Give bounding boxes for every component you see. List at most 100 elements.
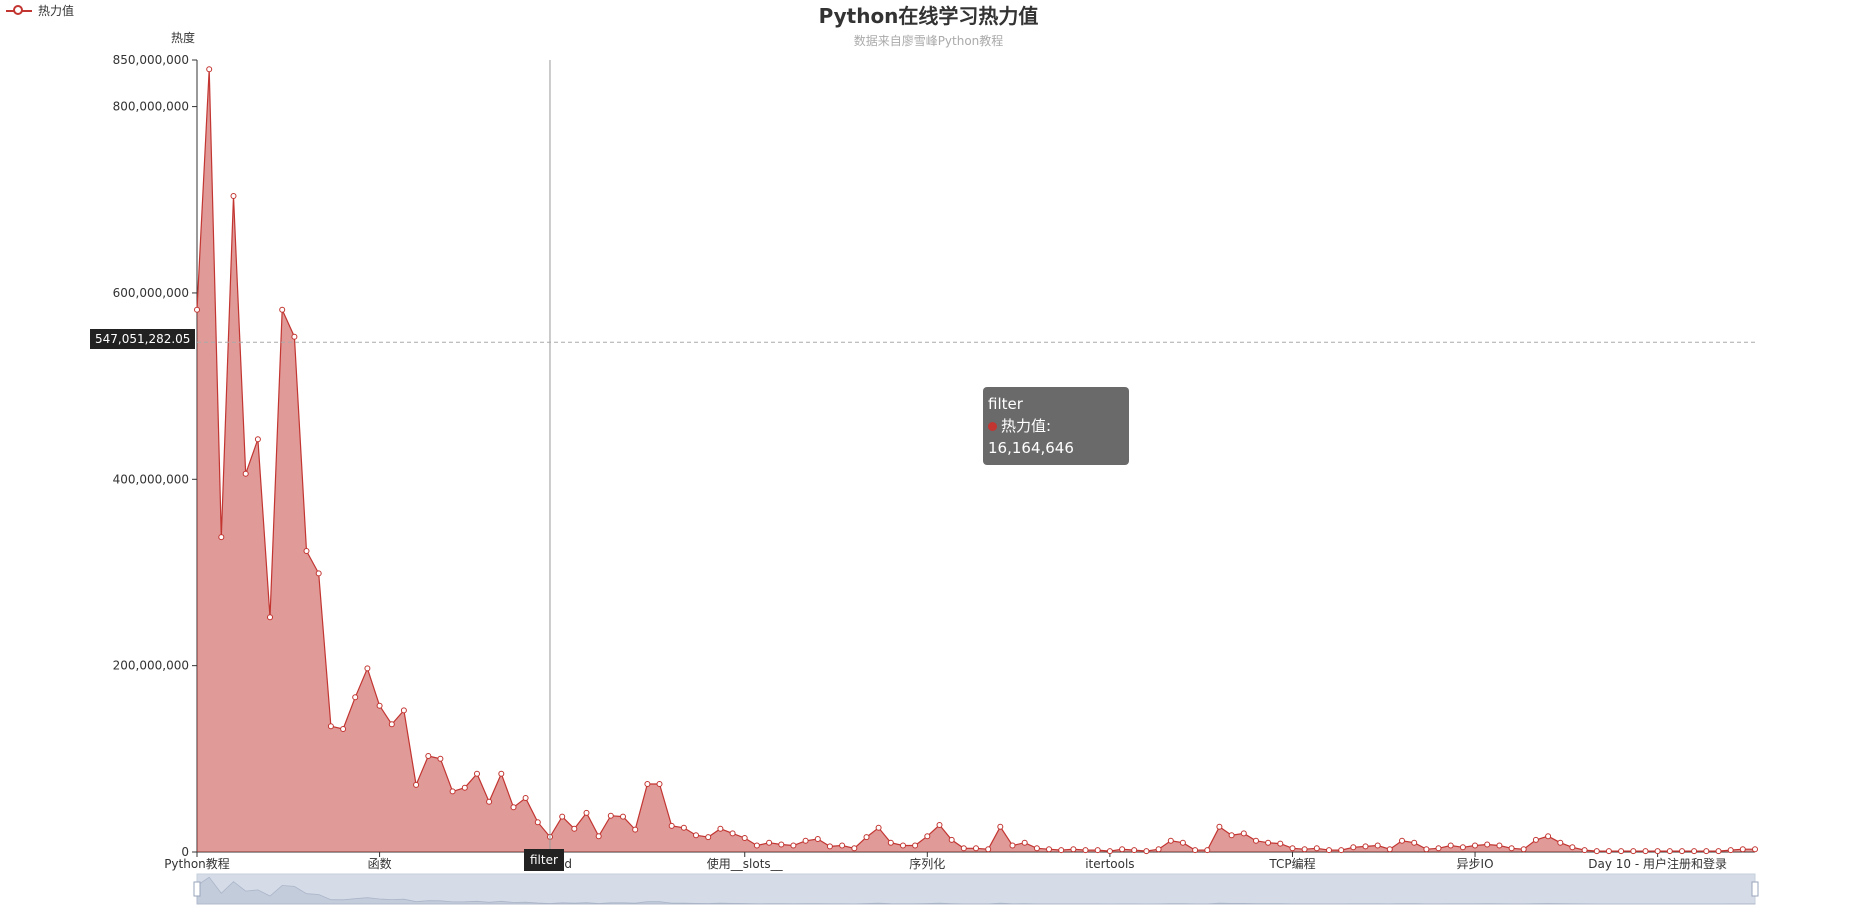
data-point[interactable] [680, 824, 687, 831]
data-point[interactable] [206, 66, 213, 73]
data-point[interactable] [425, 753, 432, 759]
data-point[interactable] [1277, 840, 1284, 847]
data-point[interactable] [376, 702, 383, 709]
data-point[interactable] [1301, 846, 1308, 853]
data-point[interactable] [1532, 836, 1539, 843]
data-point[interactable] [1703, 848, 1710, 855]
data-point[interactable] [498, 770, 505, 777]
data-point[interactable] [997, 823, 1004, 830]
data-point[interactable] [242, 470, 249, 477]
data-point[interactable] [352, 694, 359, 701]
data-point[interactable] [218, 534, 225, 541]
data-point[interactable] [1654, 848, 1661, 855]
data-point[interactable] [668, 822, 675, 829]
data-point[interactable] [1374, 842, 1381, 849]
data-point[interactable] [656, 781, 663, 787]
data-point[interactable] [1593, 848, 1600, 855]
data-point[interactable] [607, 812, 614, 819]
data-point[interactable] [1265, 839, 1272, 846]
data-point[interactable] [948, 836, 955, 843]
data-point[interactable] [230, 193, 237, 199]
data-point[interactable] [1240, 830, 1247, 837]
data-point[interactable] [1216, 823, 1223, 830]
data-point[interactable] [778, 841, 785, 848]
data-point[interactable] [1739, 846, 1746, 853]
data-point[interactable] [437, 755, 444, 762]
data-point[interactable] [1569, 844, 1576, 851]
data-point[interactable] [1459, 844, 1466, 851]
data-point[interactable] [1715, 848, 1722, 855]
data-point[interactable] [790, 842, 797, 849]
data-point[interactable] [1545, 833, 1552, 840]
data-point[interactable] [936, 822, 943, 828]
data-point[interactable] [912, 842, 919, 849]
data-point[interactable] [1167, 837, 1174, 844]
data-point[interactable] [595, 833, 602, 840]
data-point[interactable] [1009, 842, 1016, 849]
data-point[interactable] [1691, 848, 1698, 855]
data-point[interactable] [1228, 832, 1235, 839]
data-point[interactable] [1752, 846, 1758, 853]
data-point[interactable] [1557, 839, 1564, 846]
data-point[interactable] [1070, 846, 1077, 853]
data-point[interactable] [826, 843, 833, 850]
data-zoom-slider[interactable] [193, 873, 1759, 905]
data-point[interactable] [851, 845, 858, 852]
data-point[interactable] [814, 836, 821, 842]
data-point[interactable] [620, 813, 626, 820]
data-point[interactable] [522, 795, 529, 801]
data-point[interactable] [1496, 842, 1503, 849]
data-point[interactable] [1399, 837, 1405, 844]
data-point[interactable] [741, 835, 748, 841]
zoom-handle-left[interactable] [193, 881, 201, 897]
data-point[interactable] [887, 839, 894, 846]
data-point[interactable] [1179, 839, 1186, 846]
data-point[interactable] [1338, 847, 1345, 854]
data-point[interactable] [729, 830, 736, 837]
data-point[interactable] [1411, 839, 1418, 846]
data-point[interactable] [1082, 847, 1089, 854]
data-point[interactable] [1508, 845, 1515, 852]
data-point[interactable] [1289, 845, 1296, 852]
data-point[interactable] [1033, 845, 1040, 852]
data-point[interactable] [279, 306, 286, 313]
data-point[interactable] [1192, 847, 1199, 854]
data-point[interactable] [461, 784, 468, 791]
data-point[interactable] [1618, 848, 1625, 855]
data-point[interactable] [1472, 842, 1478, 849]
data-point[interactable] [644, 781, 651, 787]
data-point[interactable] [583, 809, 590, 816]
data-point[interactable] [571, 825, 578, 832]
data-point[interactable] [1326, 847, 1332, 854]
legend-item-heat[interactable]: 热力值 [6, 2, 74, 19]
data-point[interactable] [486, 798, 493, 805]
data-point[interactable] [364, 665, 371, 672]
data-point[interactable] [717, 825, 724, 832]
data-point[interactable] [1423, 846, 1430, 853]
data-point[interactable] [973, 845, 979, 852]
data-point[interactable] [1253, 837, 1259, 844]
data-point[interactable] [1484, 841, 1491, 848]
data-point[interactable] [1605, 848, 1612, 855]
data-point[interactable] [1155, 846, 1162, 853]
data-point[interactable] [1021, 839, 1028, 846]
data-point[interactable] [1131, 847, 1138, 854]
data-point[interactable] [875, 824, 882, 831]
data-point[interactable] [1143, 848, 1150, 855]
data-point[interactable] [1435, 845, 1442, 852]
data-point[interactable] [1679, 848, 1685, 855]
data-point[interactable] [924, 833, 931, 840]
data-point[interactable] [474, 770, 480, 777]
data-point[interactable] [1520, 846, 1527, 853]
data-point[interactable] [1313, 845, 1320, 852]
zoom-handle-right[interactable] [1751, 881, 1759, 897]
data-point[interactable] [960, 845, 967, 852]
data-point[interactable] [900, 842, 906, 849]
data-point[interactable] [1386, 846, 1393, 853]
data-point[interactable] [766, 839, 773, 846]
data-point[interactable] [449, 788, 456, 795]
data-point[interactable] [194, 306, 200, 313]
data-point[interactable] [1362, 843, 1369, 850]
data-point[interactable] [985, 846, 992, 853]
data-point[interactable] [267, 614, 273, 621]
